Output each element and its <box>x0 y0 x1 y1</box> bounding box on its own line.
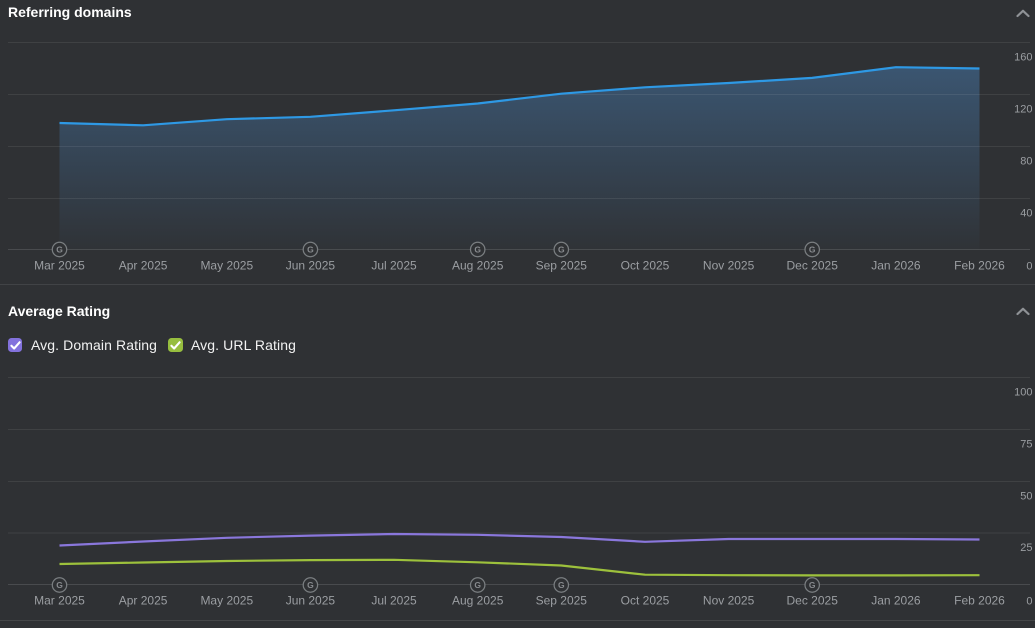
svg-text:Jul 2025: Jul 2025 <box>371 259 417 273</box>
svg-text:160: 160 <box>1014 52 1032 64</box>
svg-text:May 2025: May 2025 <box>200 594 253 608</box>
svg-text:Apr 2025: Apr 2025 <box>119 259 168 273</box>
svg-text:G: G <box>307 580 314 590</box>
svg-text:G: G <box>558 245 565 255</box>
svg-text:G: G <box>809 245 816 255</box>
svg-text:G: G <box>307 245 314 255</box>
svg-text:100: 100 <box>1014 387 1032 399</box>
svg-text:75: 75 <box>1020 439 1032 451</box>
svg-text:Aug 2025: Aug 2025 <box>452 259 504 273</box>
svg-text:Nov 2025: Nov 2025 <box>703 594 755 608</box>
svg-text:G: G <box>558 580 565 590</box>
svg-text:G: G <box>474 580 481 590</box>
svg-text:G: G <box>474 245 481 255</box>
svg-text:G: G <box>56 580 63 590</box>
svg-text:Jan 2026: Jan 2026 <box>871 259 921 273</box>
svg-text:50: 50 <box>1020 491 1032 503</box>
svg-text:25: 25 <box>1020 542 1032 554</box>
svg-text:Mar 2025: Mar 2025 <box>34 259 85 273</box>
svg-text:Aug 2025: Aug 2025 <box>452 594 504 608</box>
svg-text:Feb 2026: Feb 2026 <box>954 594 1005 608</box>
svg-text:Mar 2025: Mar 2025 <box>34 594 85 608</box>
svg-text:Oct 2025: Oct 2025 <box>621 594 670 608</box>
svg-text:Sep 2025: Sep 2025 <box>536 259 588 273</box>
svg-text:Nov 2025: Nov 2025 <box>703 259 755 273</box>
svg-text:0: 0 <box>1026 261 1032 273</box>
svg-text:120: 120 <box>1014 104 1032 116</box>
svg-text:Dec 2025: Dec 2025 <box>787 259 839 273</box>
svg-text:May 2025: May 2025 <box>200 259 253 273</box>
svg-text:80: 80 <box>1020 156 1032 168</box>
svg-text:Apr 2025: Apr 2025 <box>119 594 168 608</box>
svg-text:Jun 2025: Jun 2025 <box>286 594 336 608</box>
svg-text:0: 0 <box>1026 596 1032 608</box>
svg-text:Jun 2025: Jun 2025 <box>286 259 336 273</box>
svg-text:Jan 2026: Jan 2026 <box>871 594 921 608</box>
svg-text:Dec 2025: Dec 2025 <box>787 594 839 608</box>
svg-text:Feb 2026: Feb 2026 <box>954 259 1005 273</box>
svg-text:Jul 2025: Jul 2025 <box>371 594 417 608</box>
svg-text:G: G <box>809 580 816 590</box>
svg-text:Oct 2025: Oct 2025 <box>621 259 670 273</box>
svg-text:G: G <box>56 245 63 255</box>
svg-text:Sep 2025: Sep 2025 <box>536 594 588 608</box>
svg-text:40: 40 <box>1020 208 1032 220</box>
